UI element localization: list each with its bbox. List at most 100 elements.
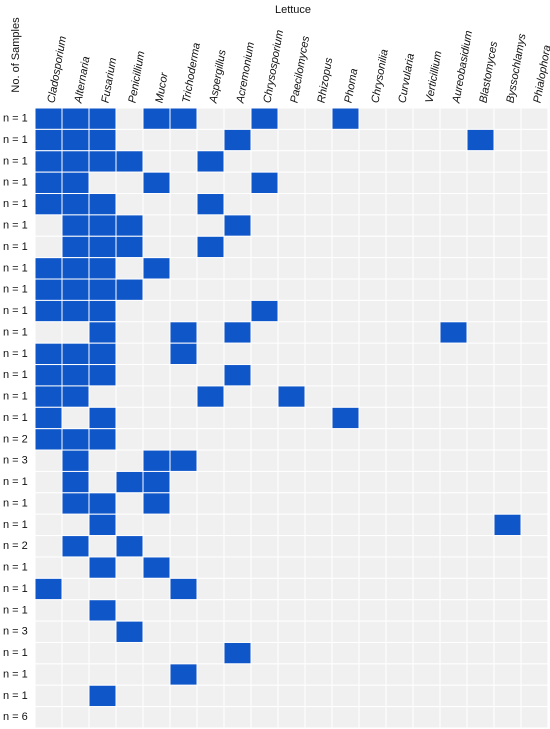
- cell: [142, 214, 171, 237]
- cell: [61, 577, 90, 601]
- cell: [493, 214, 522, 237]
- cell: [142, 193, 171, 216]
- cell: [277, 150, 306, 173]
- cell: [493, 641, 522, 665]
- cell: [250, 535, 279, 558]
- cell: [466, 577, 495, 601]
- cell: [34, 684, 63, 708]
- cell: [88, 449, 117, 472]
- cell: [142, 385, 171, 408]
- row-label: n = 1: [3, 562, 28, 574]
- cell: [385, 257, 414, 280]
- cell: [385, 620, 414, 643]
- cell: [439, 342, 468, 366]
- cell: [169, 492, 198, 515]
- cell: [520, 406, 549, 430]
- cell: [34, 599, 63, 622]
- cell: [169, 641, 198, 665]
- cell: [88, 193, 117, 216]
- cell: [88, 385, 117, 408]
- cell: [493, 535, 522, 558]
- cell: [304, 449, 333, 472]
- cell: [169, 257, 198, 280]
- cell: [169, 364, 198, 387]
- cell: [115, 556, 144, 579]
- cell: [142, 556, 171, 579]
- cell: [142, 428, 171, 451]
- cell: [115, 342, 144, 366]
- cell: [412, 641, 441, 665]
- cell: [304, 278, 333, 301]
- cell: [34, 535, 63, 558]
- cell: [358, 342, 387, 366]
- cell: [412, 385, 441, 408]
- cell: [223, 214, 252, 237]
- cell: [331, 193, 360, 216]
- cell: [142, 128, 171, 152]
- cell: [277, 535, 306, 558]
- cell: [196, 406, 225, 430]
- cell: [439, 299, 468, 323]
- cell: [520, 428, 549, 451]
- cell: [466, 449, 495, 472]
- cell: [250, 214, 279, 237]
- cell: [304, 107, 333, 130]
- cell: [196, 278, 225, 301]
- cell: [304, 235, 333, 259]
- cell: [277, 513, 306, 537]
- cell: [115, 599, 144, 622]
- cell: [331, 684, 360, 708]
- cell: [196, 470, 225, 494]
- cell: [196, 299, 225, 323]
- cell: [61, 342, 90, 366]
- cell: [520, 342, 549, 366]
- cell: [385, 364, 414, 387]
- cell: [358, 299, 387, 323]
- cell: [304, 171, 333, 195]
- cell: [196, 235, 225, 259]
- row-label: n = 1: [3, 583, 28, 595]
- cell: [385, 470, 414, 494]
- row-label: n = 1: [3, 668, 28, 680]
- cell: [223, 663, 252, 686]
- cell: [88, 235, 117, 259]
- cell: [250, 150, 279, 173]
- cell: [412, 449, 441, 472]
- cell: [61, 214, 90, 237]
- cell: [412, 684, 441, 708]
- cell: [493, 299, 522, 323]
- cell: [277, 684, 306, 708]
- cell: [250, 449, 279, 472]
- cell: [61, 193, 90, 216]
- cell: [88, 470, 117, 494]
- cell: [331, 428, 360, 451]
- cell: [466, 171, 495, 195]
- cell: [196, 556, 225, 579]
- cell: [331, 128, 360, 152]
- cell: [493, 364, 522, 387]
- cell: [385, 684, 414, 708]
- cell: [412, 171, 441, 195]
- cell: [358, 535, 387, 558]
- cell: [223, 492, 252, 515]
- cell: [385, 171, 414, 195]
- cell: [493, 193, 522, 216]
- cell: [142, 299, 171, 323]
- cell: [223, 470, 252, 494]
- cell: [142, 513, 171, 537]
- row-label: n = 3: [3, 626, 28, 638]
- cell: [223, 556, 252, 579]
- cell: [196, 599, 225, 622]
- cell: [358, 214, 387, 237]
- cell: [493, 577, 522, 601]
- cell: [250, 556, 279, 579]
- cell: [304, 599, 333, 622]
- cell: [196, 257, 225, 280]
- cell: [196, 107, 225, 130]
- cell: [61, 513, 90, 537]
- cell: [331, 171, 360, 195]
- cell: [115, 193, 144, 216]
- cell: [412, 150, 441, 173]
- cell: [520, 449, 549, 472]
- cell: [331, 406, 360, 430]
